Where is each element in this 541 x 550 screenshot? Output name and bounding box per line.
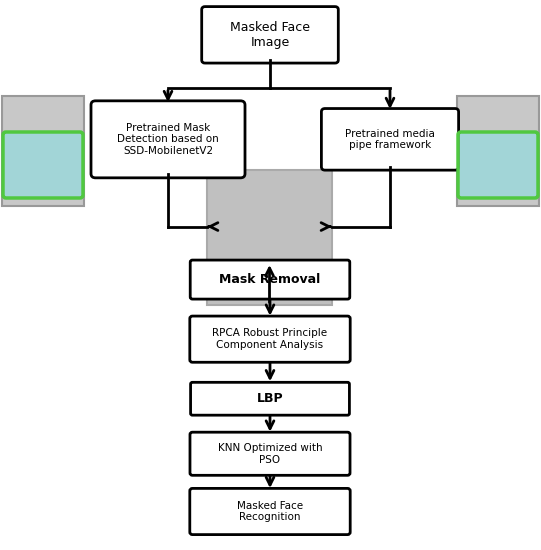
FancyBboxPatch shape (190, 382, 349, 415)
Text: Masked Face
Image: Masked Face Image (230, 21, 310, 49)
FancyBboxPatch shape (190, 316, 350, 362)
FancyBboxPatch shape (457, 96, 539, 206)
FancyBboxPatch shape (3, 132, 83, 198)
Text: KNN Optimized with
PSO: KNN Optimized with PSO (217, 443, 322, 465)
FancyBboxPatch shape (458, 132, 538, 198)
FancyBboxPatch shape (202, 7, 338, 63)
Text: Masked Face
Recognition: Masked Face Recognition (237, 500, 303, 522)
Text: Mask Removal: Mask Removal (219, 273, 321, 286)
FancyBboxPatch shape (190, 432, 350, 475)
FancyBboxPatch shape (207, 169, 332, 305)
Text: Pretrained Mask
Detection based on
SSD-MobilenetV2: Pretrained Mask Detection based on SSD-M… (117, 123, 219, 156)
Text: RPCA Robust Principle
Component Analysis: RPCA Robust Principle Component Analysis (213, 328, 327, 350)
FancyBboxPatch shape (190, 260, 350, 299)
FancyBboxPatch shape (2, 96, 84, 206)
FancyBboxPatch shape (91, 101, 245, 178)
Text: Pretrained media
pipe framework: Pretrained media pipe framework (345, 129, 435, 150)
Text: LBP: LBP (256, 392, 283, 405)
FancyBboxPatch shape (190, 488, 350, 535)
FancyBboxPatch shape (321, 108, 459, 170)
